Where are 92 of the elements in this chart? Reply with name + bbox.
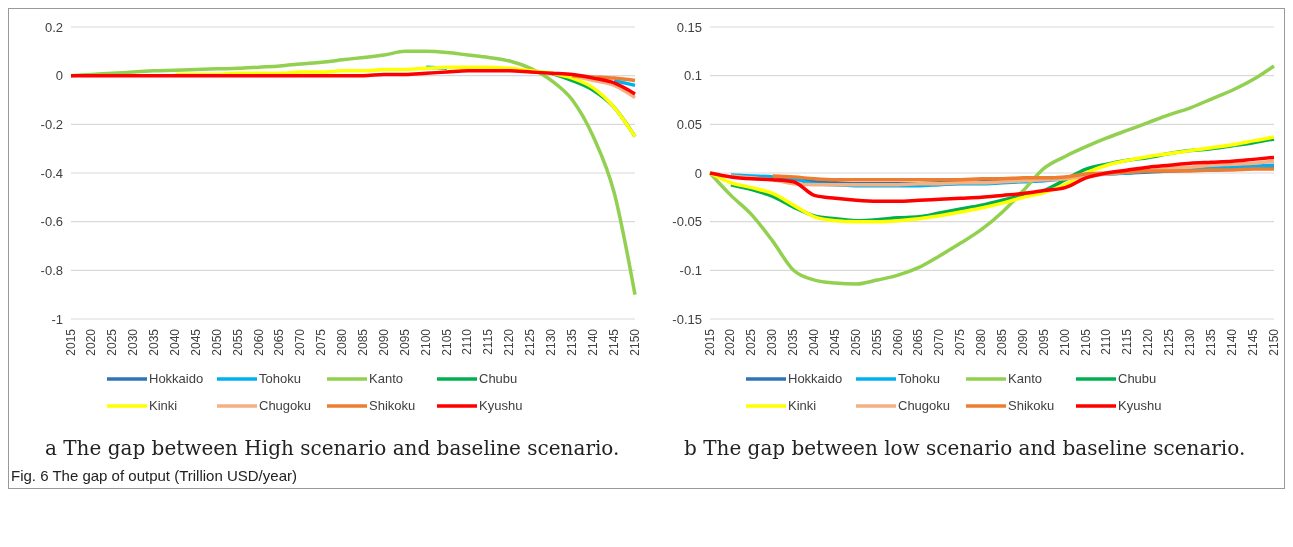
legend-label: Hokkaido xyxy=(788,371,843,386)
legend-label: Chugoku xyxy=(259,398,312,413)
y-tick-label: -0.1 xyxy=(679,262,702,278)
x-tick-label: 2050 xyxy=(209,328,224,356)
line-series xyxy=(708,64,1276,286)
legend-label: Tohoku xyxy=(898,371,940,386)
line-series xyxy=(69,69,637,96)
legend-label: Chugoku xyxy=(898,398,951,413)
x-tick-label: 2025 xyxy=(744,328,759,356)
legend-label: Kanto xyxy=(1008,371,1042,386)
legend-label: Kinki xyxy=(149,398,178,413)
legend-label: Shikoku xyxy=(369,398,416,413)
x-tick-label: 2130 xyxy=(543,328,558,356)
x-tick-label: 2025 xyxy=(105,328,120,356)
x-tick-label: 2080 xyxy=(335,328,350,356)
y-tick-label: -0.4 xyxy=(40,165,63,181)
x-tick-label: 2135 xyxy=(1203,328,1218,356)
x-tick-label: 2125 xyxy=(523,328,538,356)
x-tick-label: 2060 xyxy=(251,328,266,356)
y-tick-label: -0.2 xyxy=(40,116,63,132)
x-tick-label: 2085 xyxy=(355,328,370,356)
x-tick-label: 2150 xyxy=(1266,328,1281,356)
x-tick-label: 2075 xyxy=(953,328,968,356)
x-tick-label: 2110 xyxy=(1099,328,1114,355)
x-tick-label: 2070 xyxy=(932,328,947,356)
x-tick-label: 2060 xyxy=(890,328,905,356)
x-tick-label: 2015 xyxy=(702,328,717,356)
y-tick-label: -1 xyxy=(51,311,63,327)
x-tick-label: 2140 xyxy=(585,328,600,356)
y-tick-label: 0 xyxy=(55,68,63,84)
x-tick-label: 2035 xyxy=(786,328,801,356)
x-tick-label: 2120 xyxy=(502,328,517,356)
x-tick-label: 2105 xyxy=(439,328,454,356)
x-tick-label: 2095 xyxy=(1036,328,1051,356)
legend-label: Tohoku xyxy=(259,371,301,386)
legend-label: Chubu xyxy=(1118,371,1157,386)
y-tick-label: -0.8 xyxy=(40,262,63,278)
text: b The gap between low scenario and baseline scenario. xyxy=(684,435,1247,461)
legend-label: Hokkaido xyxy=(149,371,204,386)
x-tick-label: 2145 xyxy=(606,328,621,356)
x-tick-label: 2015 xyxy=(63,328,78,356)
x-tick-label: 2080 xyxy=(974,328,989,356)
x-tick-label: 2090 xyxy=(376,328,391,356)
y-tick-label: 0 xyxy=(694,165,702,181)
x-tick-label: 2100 xyxy=(418,328,433,356)
x-tick-label: 2135 xyxy=(564,328,579,356)
y-tick-label: 0.15 xyxy=(676,19,702,35)
x-tick-label: 2065 xyxy=(272,328,287,356)
x-tick-label: 2090 xyxy=(1015,328,1030,356)
x-tick-label: 2095 xyxy=(397,328,412,356)
x-tick-label: 2140 xyxy=(1224,328,1239,356)
x-tick-label: 2145 xyxy=(1245,328,1260,356)
legend-label: Kanto xyxy=(369,371,403,386)
legend-label: Kyushu xyxy=(479,398,523,413)
x-tick-label: 2040 xyxy=(806,328,821,356)
legend-label: Shikoku xyxy=(1008,398,1055,413)
x-tick-label: 2110 xyxy=(460,328,475,355)
y-tick-label: 0.2 xyxy=(44,19,63,35)
x-tick-label: 2150 xyxy=(627,328,642,356)
legend-label: Chubu xyxy=(479,371,518,386)
line-series xyxy=(708,155,1276,203)
y-tick-label: -0.15 xyxy=(672,311,702,327)
x-tick-label: 2070 xyxy=(293,328,308,356)
x-tick-label: 2115 xyxy=(481,328,496,355)
x-tick-label: 2105 xyxy=(1078,328,1093,356)
caption: Fig. 6 The gap of output (Trillion USD/year) xyxy=(10,467,298,484)
y-tick-label: 0.1 xyxy=(683,68,702,84)
legend-label: Kyushu xyxy=(1118,398,1162,413)
y-tick-label: -0.6 xyxy=(40,214,63,230)
x-tick-label: 2115 xyxy=(1120,328,1135,355)
legend-label: Kinki xyxy=(788,398,817,413)
x-tick-label: 2100 xyxy=(1057,328,1072,356)
x-tick-label: 2085 xyxy=(994,328,1009,356)
y-tick-label: -0.05 xyxy=(672,214,702,230)
x-tick-label: 2050 xyxy=(848,328,863,356)
x-tick-label: 2045 xyxy=(188,328,203,356)
x-tick-label: 2120 xyxy=(1141,328,1156,356)
x-tick-label: 2035 xyxy=(147,328,162,356)
text: a The gap between High scenario and baseline scenario. xyxy=(45,435,621,461)
x-tick-label: 2130 xyxy=(1182,328,1197,356)
x-tick-label: 2125 xyxy=(1162,328,1177,356)
x-tick-label: 2040 xyxy=(167,328,182,356)
x-tick-label: 2030 xyxy=(126,328,141,356)
x-tick-label: 2055 xyxy=(869,328,884,356)
x-tick-label: 2020 xyxy=(723,328,738,356)
y-tick-label: 0.05 xyxy=(676,116,702,132)
x-tick-label: 2030 xyxy=(765,328,780,356)
x-tick-label: 2055 xyxy=(230,328,245,356)
x-tick-label: 2045 xyxy=(827,328,842,356)
x-tick-label: 2020 xyxy=(84,328,99,356)
x-tick-label: 2065 xyxy=(911,328,926,356)
x-tick-label: 2075 xyxy=(314,328,329,356)
